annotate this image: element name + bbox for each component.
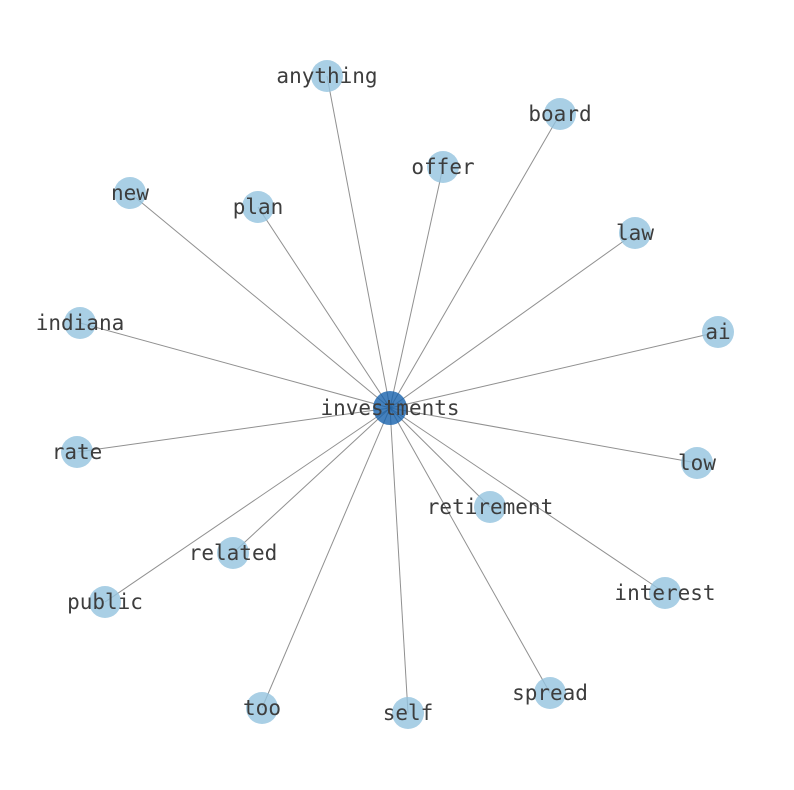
edge-investments-anything	[326, 75, 391, 409]
edge-investments-indiana	[79, 322, 391, 409]
node-label-related: related	[189, 541, 278, 565]
node-label-spread: spread	[512, 681, 588, 705]
node-label-self: self	[383, 701, 434, 725]
edge-investments-new	[129, 192, 391, 409]
node-label-rate: rate	[52, 440, 103, 464]
node-public	[89, 586, 121, 618]
node-investments	[373, 391, 407, 425]
node-label-anything: anything	[276, 64, 377, 88]
edge-investments-related	[232, 407, 391, 554]
edges-layer	[76, 75, 719, 714]
node-offer	[427, 151, 459, 183]
node-anything	[311, 60, 343, 92]
node-label-ai: ai	[705, 320, 730, 344]
edge-investments-low	[389, 407, 698, 464]
labels-layer: investments anything board offer new plan law i…	[36, 64, 731, 725]
node-indiana	[64, 307, 96, 339]
node-label-too: too	[243, 696, 281, 720]
node-new	[114, 177, 146, 209]
edge-investments-board	[389, 113, 561, 409]
node-label-retirement: retirement	[427, 495, 553, 519]
node-plan	[242, 191, 274, 223]
node-spread	[534, 677, 566, 709]
node-interest	[649, 577, 681, 609]
node-label-public: public	[67, 590, 143, 614]
edge-investments-retirement	[389, 407, 491, 508]
edge-investments-ai	[389, 331, 719, 409]
edge-investments-self	[389, 407, 409, 714]
edge-investments-law	[389, 232, 636, 409]
node-rate	[61, 436, 93, 468]
node-label-investments: investments	[320, 396, 459, 420]
node-label-low: low	[678, 451, 716, 475]
edge-investments-spread	[389, 407, 551, 694]
edge-investments-rate	[76, 407, 391, 453]
node-label-board: board	[528, 102, 591, 126]
node-label-law: law	[616, 221, 654, 245]
node-label-offer: offer	[411, 155, 474, 179]
node-self	[392, 697, 424, 729]
node-low	[681, 447, 713, 479]
node-label-new: new	[111, 181, 149, 205]
node-law	[619, 217, 651, 249]
node-related	[217, 537, 249, 569]
node-label-indiana: indiana	[36, 311, 125, 335]
node-retirement	[474, 491, 506, 523]
node-board	[544, 98, 576, 130]
nodes-layer	[61, 60, 734, 729]
node-too	[246, 692, 278, 724]
edge-investments-offer	[389, 166, 444, 409]
node-ai	[702, 316, 734, 348]
node-label-plan: plan	[233, 195, 284, 219]
edge-investments-interest	[389, 407, 666, 594]
edge-investments-public	[104, 407, 391, 603]
edge-investments-too	[261, 407, 391, 709]
node-label-interest: interest	[614, 581, 715, 605]
edge-investments-plan	[257, 206, 391, 409]
